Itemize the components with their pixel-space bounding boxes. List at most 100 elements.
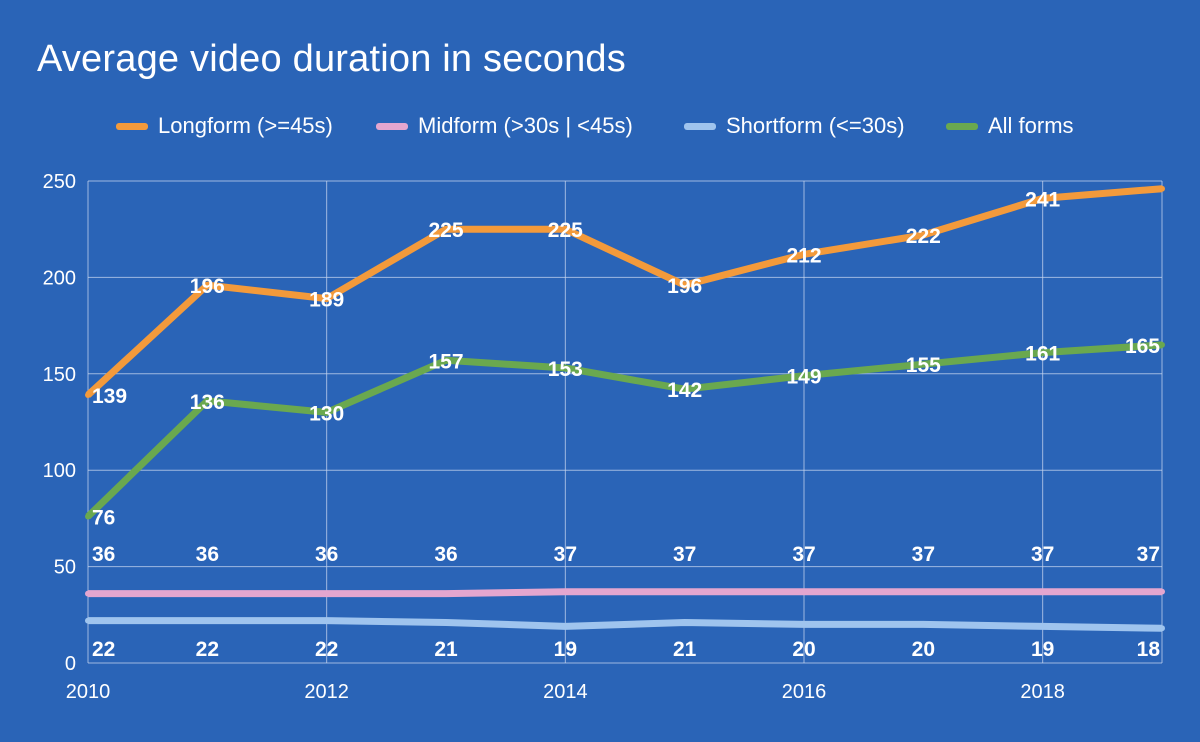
data-point <box>920 588 927 595</box>
data-label: 76 <box>92 506 115 529</box>
y-tick-label: 150 <box>43 364 76 386</box>
data-point <box>920 361 927 368</box>
data-label: 241 <box>1025 188 1060 211</box>
data-point <box>204 590 211 597</box>
data-label: 212 <box>786 244 821 267</box>
data-point <box>1159 185 1165 192</box>
data-label: 19 <box>554 638 577 661</box>
x-tick-label: 2014 <box>543 681 588 703</box>
data-point <box>323 590 330 597</box>
data-point <box>85 392 91 399</box>
data-label: 20 <box>912 638 935 661</box>
y-tick-label: 0 <box>65 653 76 675</box>
data-point <box>681 588 688 595</box>
data-label: 37 <box>1031 543 1054 566</box>
legend: Longform (>=45s) Midform (>30s | <45s) Sho… <box>0 111 1200 141</box>
chart-title: Average video duration in seconds <box>37 38 626 80</box>
data-point <box>85 590 91 597</box>
y-tick-label: 200 <box>43 267 76 289</box>
legend-label: Longform (>=45s) <box>158 113 333 138</box>
data-label: 36 <box>196 543 219 566</box>
data-point <box>1159 588 1165 595</box>
data-label: 37 <box>912 543 935 566</box>
data-point <box>323 409 330 416</box>
data-point <box>801 588 807 595</box>
legend-item: Longform (>=45s) <box>116 111 333 141</box>
data-label: 157 <box>428 350 463 373</box>
data-point <box>443 357 449 364</box>
data-point <box>1159 341 1165 348</box>
data-point <box>443 619 449 626</box>
data-point <box>1039 623 1046 630</box>
data-point <box>443 590 449 597</box>
legend-label: Midform (>30s | <45s) <box>418 113 633 138</box>
y-tick-label: 250 <box>43 171 76 193</box>
x-tick-label: 2010 <box>66 681 111 703</box>
data-label: 136 <box>190 391 225 414</box>
data-point <box>1159 625 1165 632</box>
data-label: 19 <box>1031 638 1054 661</box>
data-point <box>801 621 807 628</box>
data-point <box>920 231 927 238</box>
data-point <box>1039 349 1046 356</box>
data-label: 37 <box>792 543 815 566</box>
x-tick-label: 2018 <box>1020 681 1065 703</box>
legend-swatch <box>116 122 148 130</box>
data-point <box>85 513 91 520</box>
data-label: 222 <box>906 225 941 248</box>
data-label: 21 <box>434 638 458 661</box>
y-tick-label: 100 <box>43 460 76 482</box>
data-label: 22 <box>92 638 115 661</box>
data-point <box>562 226 569 233</box>
data-point <box>1039 588 1046 595</box>
legend-label: Shortform (<=30s) <box>726 113 905 138</box>
data-point <box>681 619 688 626</box>
data-label: 37 <box>1137 543 1160 566</box>
legend-label: All forms <box>988 113 1074 138</box>
data-label: 155 <box>906 354 941 377</box>
data-label: 189 <box>309 289 344 312</box>
series-line <box>85 185 1163 398</box>
data-point <box>204 397 211 404</box>
legend-swatch <box>376 122 408 130</box>
data-label: 20 <box>792 638 815 661</box>
y-tick-label: 50 <box>54 557 76 579</box>
data-label: 153 <box>548 358 583 381</box>
data-label: 37 <box>554 543 577 566</box>
data-label: 196 <box>667 275 702 298</box>
series-line <box>85 341 1163 520</box>
data-point <box>920 621 927 628</box>
data-label: 165 <box>1125 335 1160 358</box>
data-point <box>562 365 569 372</box>
legend-swatch <box>946 122 978 130</box>
legend-item: Shortform (<=30s) <box>684 111 905 141</box>
data-label: 18 <box>1137 638 1161 661</box>
data-label: 161 <box>1025 343 1060 366</box>
legend-item: All forms <box>946 111 1074 141</box>
data-label: 36 <box>434 543 457 566</box>
x-tick-label: 2016 <box>782 681 827 703</box>
data-label: 36 <box>92 543 115 566</box>
data-point <box>562 623 569 630</box>
data-label: 149 <box>786 366 821 389</box>
data-label: 225 <box>548 219 583 242</box>
data-point <box>204 617 211 624</box>
data-point <box>204 282 211 289</box>
series-line <box>88 617 1163 632</box>
data-label: 139 <box>92 385 127 408</box>
data-label: 130 <box>309 402 344 425</box>
legend-swatch <box>684 122 716 130</box>
data-label: 225 <box>428 219 463 242</box>
data-label: 36 <box>315 543 338 566</box>
x-tick-label: 2012 <box>304 681 349 703</box>
data-label: 37 <box>673 543 696 566</box>
data-label: 21 <box>673 638 697 661</box>
data-point <box>681 386 688 393</box>
legend-item: Midform (>30s | <45s) <box>376 111 633 141</box>
data-point <box>323 617 330 624</box>
data-label: 22 <box>196 638 219 661</box>
data-point <box>681 282 688 289</box>
data-label: 142 <box>667 379 702 402</box>
